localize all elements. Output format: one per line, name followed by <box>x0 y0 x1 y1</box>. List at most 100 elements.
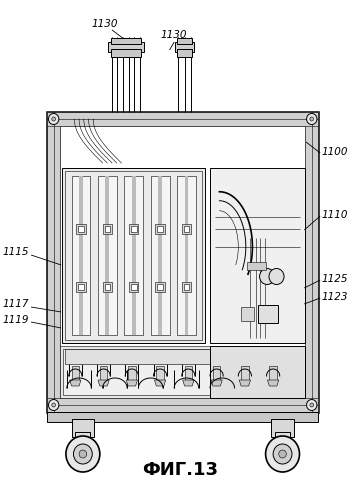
Bar <box>155 224 165 234</box>
Polygon shape <box>268 380 279 386</box>
Bar <box>182 224 191 234</box>
Polygon shape <box>155 380 166 386</box>
Bar <box>60 126 305 398</box>
Bar <box>128 366 136 380</box>
Bar <box>131 284 137 290</box>
Circle shape <box>307 114 317 124</box>
Bar <box>47 112 318 412</box>
Bar <box>98 176 117 335</box>
Circle shape <box>79 450 87 458</box>
Bar <box>63 349 302 395</box>
Bar <box>124 176 143 335</box>
Circle shape <box>266 436 300 472</box>
Bar <box>269 366 277 380</box>
Circle shape <box>307 400 317 410</box>
Bar <box>76 282 86 292</box>
Bar <box>129 282 138 292</box>
Bar <box>210 168 305 343</box>
Text: 1100: 1100 <box>321 147 348 157</box>
Bar <box>105 226 110 232</box>
Bar <box>79 176 83 335</box>
Bar <box>157 284 163 290</box>
Polygon shape <box>239 380 251 386</box>
Circle shape <box>49 400 59 410</box>
Bar <box>177 38 192 44</box>
Bar <box>275 432 290 442</box>
Bar <box>155 282 165 292</box>
Bar <box>184 226 189 232</box>
Bar <box>241 366 249 380</box>
Bar <box>47 112 60 412</box>
Bar <box>241 307 254 321</box>
Bar <box>177 176 196 335</box>
Bar <box>132 176 136 335</box>
Circle shape <box>273 444 292 464</box>
Bar <box>65 349 301 364</box>
Bar <box>247 262 266 270</box>
Bar <box>103 282 112 292</box>
Text: ФИГ.13: ФИГ.13 <box>142 461 218 479</box>
Bar <box>105 284 110 290</box>
Text: 1119: 1119 <box>3 315 29 325</box>
Bar <box>111 49 141 57</box>
Bar <box>156 366 164 380</box>
Bar <box>62 168 205 343</box>
Circle shape <box>310 403 314 407</box>
Bar <box>78 284 84 290</box>
Bar <box>129 224 138 234</box>
Text: 1125: 1125 <box>321 274 348 284</box>
Text: 1110: 1110 <box>321 210 348 220</box>
Circle shape <box>269 268 284 284</box>
Bar <box>184 284 189 290</box>
Bar <box>151 176 170 335</box>
Text: 1130: 1130 <box>161 30 188 40</box>
Circle shape <box>66 436 100 472</box>
Text: 1115: 1115 <box>3 247 29 257</box>
Bar <box>157 226 163 232</box>
Polygon shape <box>70 380 81 386</box>
Bar <box>271 419 294 437</box>
Bar <box>100 366 107 380</box>
Bar <box>182 282 191 292</box>
Bar <box>131 226 137 232</box>
Bar <box>106 176 109 335</box>
Bar <box>177 49 192 57</box>
Bar <box>108 42 144 52</box>
Bar <box>158 176 162 335</box>
Bar <box>258 305 278 323</box>
Bar <box>210 346 305 398</box>
Polygon shape <box>183 380 194 386</box>
Circle shape <box>259 268 275 284</box>
Bar <box>76 224 86 234</box>
Text: 1123: 1123 <box>321 292 348 302</box>
Polygon shape <box>211 380 222 386</box>
Bar <box>78 226 84 232</box>
Polygon shape <box>98 380 109 386</box>
Bar <box>175 42 194 52</box>
Text: 1117: 1117 <box>3 299 29 309</box>
Bar <box>60 346 305 398</box>
Bar <box>75 432 90 442</box>
Bar <box>47 412 318 422</box>
Circle shape <box>52 117 56 121</box>
Circle shape <box>310 117 314 121</box>
Circle shape <box>52 403 56 407</box>
Text: 1130: 1130 <box>91 19 118 29</box>
Bar <box>213 366 220 380</box>
Circle shape <box>74 444 92 464</box>
Circle shape <box>279 450 286 458</box>
Bar <box>111 38 141 44</box>
Polygon shape <box>126 380 138 386</box>
Bar <box>65 171 202 340</box>
Bar <box>103 224 112 234</box>
Bar <box>47 398 318 412</box>
Bar <box>47 112 318 126</box>
Bar <box>51 116 315 408</box>
Bar <box>71 419 94 437</box>
Bar <box>184 176 188 335</box>
Bar <box>71 176 90 335</box>
Bar <box>184 366 192 380</box>
Circle shape <box>49 114 59 124</box>
Bar <box>305 112 318 412</box>
Bar <box>54 119 312 405</box>
